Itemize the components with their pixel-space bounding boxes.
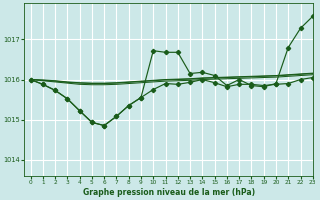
X-axis label: Graphe pression niveau de la mer (hPa): Graphe pression niveau de la mer (hPa) [83,188,255,197]
